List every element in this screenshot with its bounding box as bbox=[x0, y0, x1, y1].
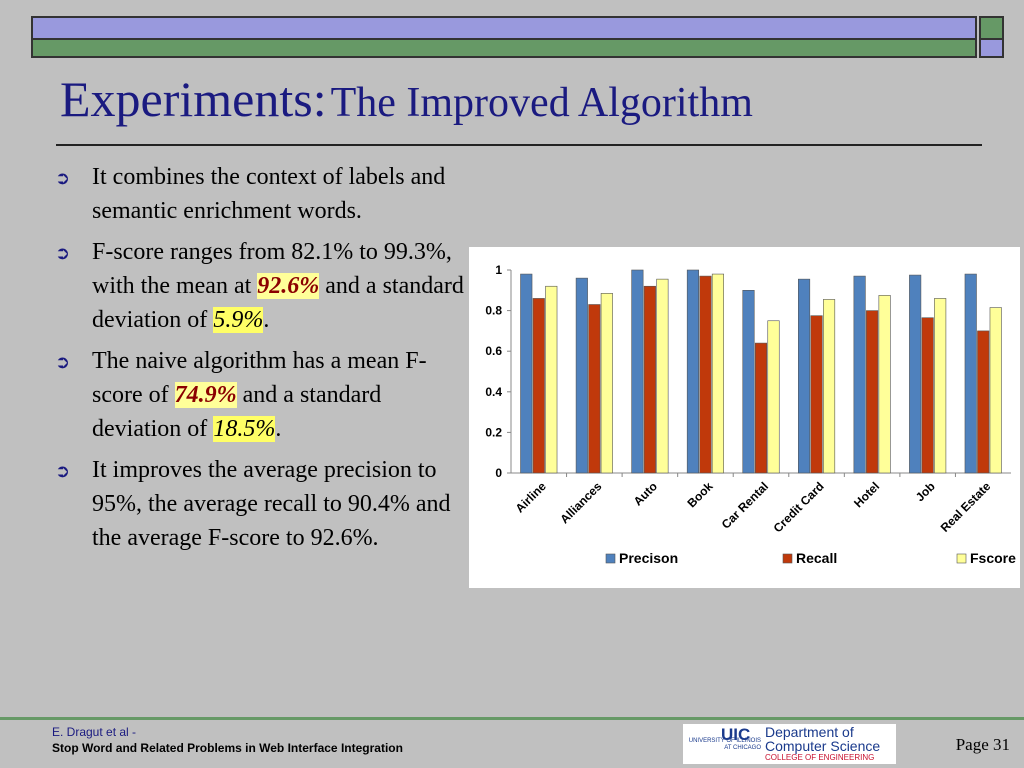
logo-dept-line-1: Department of bbox=[765, 724, 854, 740]
bullet-arrow-icon: ➲ bbox=[55, 461, 71, 482]
legend-swatch-recall bbox=[782, 553, 793, 564]
x-tick-label: Hotel bbox=[851, 479, 882, 510]
highlighted-stat: 92.6% bbox=[257, 273, 320, 299]
footer-author: E. Dragut et al - bbox=[52, 725, 137, 739]
bar-precison bbox=[853, 275, 866, 474]
bar-fscore bbox=[656, 278, 669, 474]
x-tick-label: Auto bbox=[631, 479, 660, 508]
chart-svg: 0 0.2 0.4 0.6 0.8 1 Airline Alliances Auto Book Ca… bbox=[485, 263, 1016, 566]
bullet-text: . bbox=[275, 416, 282, 442]
highlighted-stat: 74.9% bbox=[174, 382, 237, 408]
bar-recall bbox=[532, 298, 545, 474]
bullet-text: It combines the context of labels and se… bbox=[92, 164, 446, 224]
bar-chart: 0 0.2 0.4 0.6 0.8 1 Airline Alliances Auto Book Ca… bbox=[469, 247, 1020, 588]
header-bar-green bbox=[31, 40, 977, 58]
bar-fscore bbox=[711, 273, 724, 474]
title-underline bbox=[56, 144, 982, 146]
footer-divider bbox=[0, 717, 1024, 720]
bar-fscore bbox=[989, 307, 1002, 474]
bullet-text: and a standard deviation of bbox=[92, 273, 464, 333]
logo-college: COLLEGE OF ENGINEERING bbox=[765, 753, 875, 762]
y-tick-label: 0.4 bbox=[485, 385, 502, 399]
slide-title-sub: The Improved Algorithm bbox=[330, 80, 753, 126]
bar-recall bbox=[921, 317, 934, 474]
highlighted-stat: 5.9% bbox=[213, 307, 264, 333]
logo-university-line-2: AT CHICAGO bbox=[724, 745, 761, 751]
bullet-arrow-icon: ➲ bbox=[55, 168, 71, 189]
bar-recall bbox=[810, 315, 823, 474]
logo-uic: UIC bbox=[721, 725, 751, 744]
bullet-text: F-score ranges from 82.1% to 99.3%, with… bbox=[92, 239, 452, 299]
legend-label: Fscore bbox=[970, 550, 1016, 566]
bar-precison bbox=[575, 277, 588, 474]
bullet-item: ➲ F-score ranges from 82.1% to 99.3%, wit… bbox=[55, 235, 470, 337]
bullet-item: ➲ It combines the context of labels and s… bbox=[55, 160, 470, 228]
slide-title: Experiments: The Improved Algorithm bbox=[60, 70, 753, 128]
y-tick-label: 1 bbox=[495, 263, 502, 277]
bullet-text: and a standard deviation of bbox=[92, 382, 382, 442]
x-tick-label: Job bbox=[913, 479, 938, 504]
logo-university-line-1: UNIVERSITY OF ILLINOIS bbox=[688, 738, 761, 744]
bar-recall bbox=[754, 342, 768, 474]
bar-precison bbox=[964, 273, 977, 474]
bullet-text: . bbox=[263, 307, 270, 333]
slide-title-main: Experiments: bbox=[60, 71, 327, 127]
legend-label: Recall bbox=[796, 550, 837, 566]
bar-fscore bbox=[878, 295, 891, 474]
bar-precison bbox=[909, 274, 922, 474]
x-tick-label: Real Estate bbox=[938, 479, 994, 535]
x-tick-label: Airline bbox=[513, 479, 550, 516]
bullet-list: ➲ It combines the context of labels and s… bbox=[55, 160, 470, 562]
x-tick-label: Alliances bbox=[557, 479, 604, 526]
bar-precison bbox=[686, 269, 699, 474]
bullet-text: It improves the average precision to 95%… bbox=[92, 457, 451, 551]
y-tick-label: 0 bbox=[495, 466, 502, 480]
bullet-item: ➲ The naive algorithm has a mean F-score … bbox=[55, 344, 470, 446]
bar-fscore bbox=[823, 299, 836, 474]
footer-presentation-title: Stop Word and Related Problems in Web In… bbox=[52, 741, 403, 755]
bullet-arrow-icon: ➲ bbox=[55, 352, 71, 373]
logo-university: UNIVERSITY OF ILLINOIS AT CHICAGO bbox=[683, 738, 761, 752]
legend-swatch-precison bbox=[605, 553, 616, 564]
header-square-green bbox=[979, 16, 1004, 40]
highlighted-stat: 18.5% bbox=[213, 416, 276, 442]
y-tick-label: 0.6 bbox=[485, 344, 502, 358]
bar-fscore bbox=[934, 298, 947, 474]
bar-fscore bbox=[600, 293, 613, 474]
bullet-text: The naive algorithm has a mean F-score o… bbox=[92, 348, 427, 408]
legend-label: Precison bbox=[619, 550, 678, 566]
page-number: Page 31 bbox=[955, 735, 1010, 754]
logo-department: Department of Computer Science bbox=[765, 725, 880, 753]
bar-recall bbox=[699, 275, 712, 474]
legend-swatch-fscore bbox=[956, 553, 967, 564]
x-tick-label: Credit Card bbox=[771, 479, 827, 535]
bullet-item: ➲ It improves the average precision to 95… bbox=[55, 453, 470, 555]
bar-recall bbox=[588, 304, 601, 474]
x-tick-label: Car Rental bbox=[719, 479, 771, 531]
y-tick-label: 0.8 bbox=[485, 304, 502, 318]
bar-precison bbox=[631, 269, 644, 474]
bar-recall bbox=[643, 285, 656, 474]
x-tick-label: Book bbox=[684, 479, 715, 510]
logo-dept-line-2: Computer Science bbox=[765, 738, 881, 754]
bullet-arrow-icon: ➲ bbox=[55, 243, 71, 264]
bar-precison bbox=[798, 278, 811, 474]
bar-recall bbox=[866, 310, 879, 474]
bar-fscore bbox=[545, 285, 558, 474]
uic-cs-logo: UNIVERSITY OF ILLINOIS AT CHICAGO UIC De… bbox=[683, 724, 896, 764]
bar-precison bbox=[520, 273, 533, 474]
bar-fscore bbox=[767, 320, 780, 474]
header-bar-blue bbox=[31, 16, 977, 40]
bar-recall bbox=[977, 330, 990, 474]
bar-precison bbox=[742, 289, 755, 474]
header-square-blue bbox=[979, 40, 1004, 58]
y-tick-label: 0.2 bbox=[485, 425, 502, 439]
